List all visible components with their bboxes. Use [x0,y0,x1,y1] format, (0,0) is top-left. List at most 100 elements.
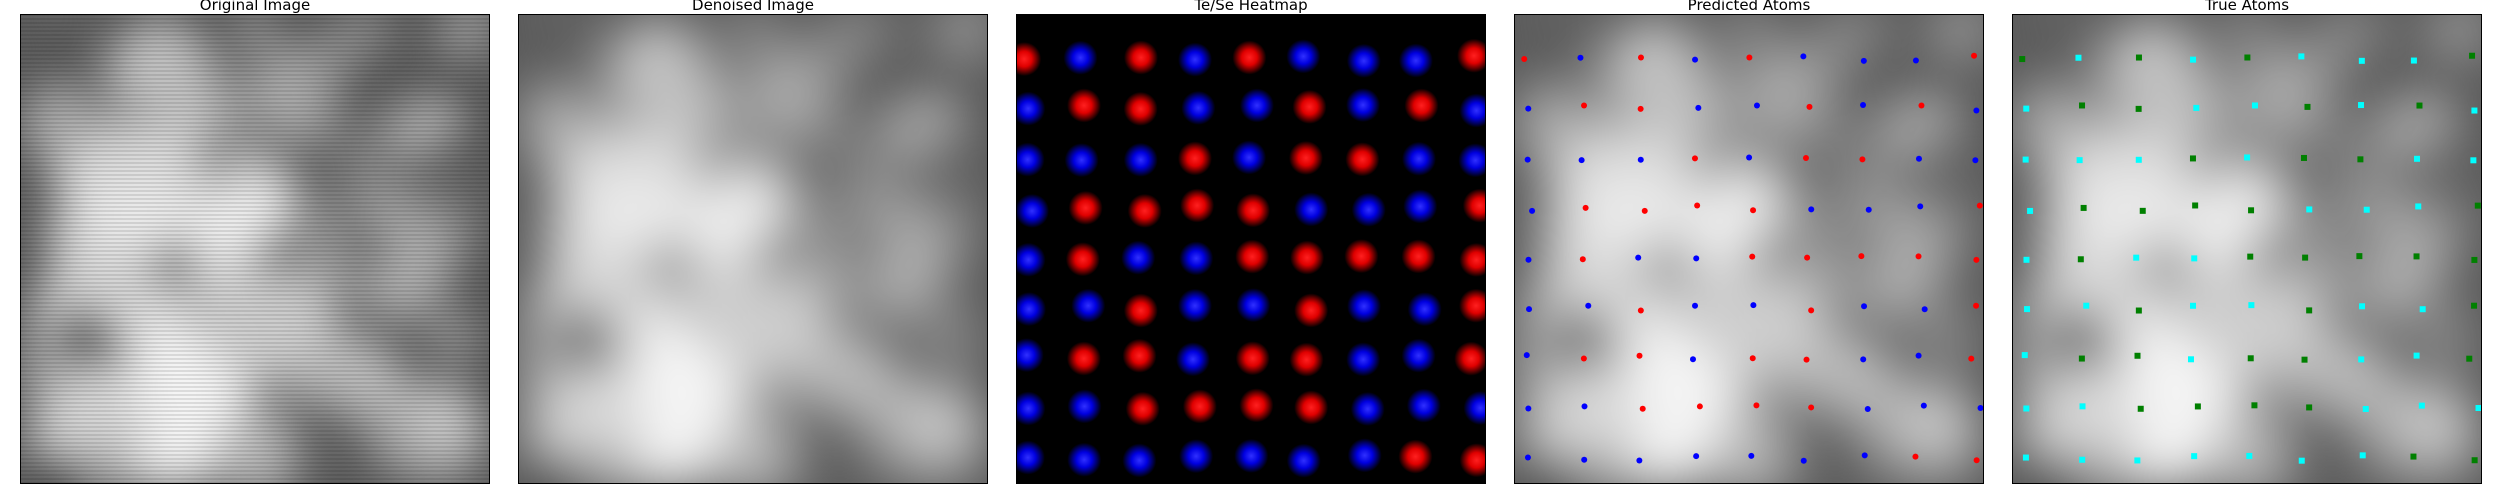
predicted-se-atom [1746,154,1753,161]
predicted-se-atom [1912,57,1919,64]
se-heat-spot [1236,288,1271,323]
predicted-se-atom [1525,256,1532,263]
true-te-atom [2471,457,2478,464]
te-heat-spot [1123,293,1158,328]
true-te-atom [2306,307,2313,314]
te-heat-spot [1454,341,1486,376]
true-te-atom [2019,56,2026,63]
panel-original: Original Image [20,0,490,484]
predicted-se-atom [1915,352,1922,359]
predicted-se-atom [1692,302,1699,309]
true-te-atom [2410,453,2417,460]
te-heat-spot [1290,240,1325,275]
se-heat-spot [1346,342,1381,377]
te-heat-spot [1122,338,1157,373]
predicted-te-atom [1968,355,1975,362]
predicted-se-atom [1524,156,1531,163]
predicted-se-atom [1636,457,1643,464]
true-te-atom [2135,54,2142,61]
predicted-se-atom [1977,405,1984,412]
predicted-se-atom [1860,57,1867,64]
predicted-te-atom [1637,105,1644,112]
predicted-se-atom [1529,207,1536,214]
true-se-atom [2251,102,2258,109]
se-heat-spot [1064,143,1099,178]
predicted-atoms [1514,14,1984,484]
true-se-atom [2022,156,2029,163]
predicted-te-atom [1749,355,1756,362]
predicted-se-atom [1695,104,1702,111]
predicted-te-atom [1804,254,1811,261]
te-heat-spot [1177,141,1212,176]
denoised-image [518,14,988,484]
true-se-atom [2363,206,2370,213]
se-heat-spot [1121,240,1156,275]
true-te-atom [2247,355,2254,362]
se-heat-spot [1175,342,1210,377]
se-heat-spot [1346,43,1381,78]
true-te-atom [2356,253,2363,260]
te-heat-spot [1182,389,1217,424]
predicted-te-atom [1803,356,1810,363]
true-se-atom [2246,452,2253,459]
te-heat-spot [1457,38,1486,73]
predicted-te-atom [1808,404,1815,411]
se-heat-spot [1016,193,1050,228]
se-heat-spot [1286,39,1321,74]
se-heat-spot [1459,93,1486,128]
predicted-se-atom [1864,405,1871,412]
predicted-te-atom [1636,352,1643,359]
se-heat-spot [1067,442,1102,477]
true-se-atom [2190,302,2197,309]
te-heat-spot [1288,140,1323,175]
predicted-se-atom [1800,53,1807,60]
predicted-se-atom [1748,452,1755,459]
predicted-se-atom [1693,255,1700,262]
predicted-se-atom [1753,102,1760,109]
predicted-se-atom [1693,453,1700,460]
se-heat-spot [1347,289,1382,324]
predicted-te-atom [1641,207,1648,214]
se-heat-spot [1016,142,1045,177]
panel-title: True Atoms [2204,0,2290,14]
true-te-atom [2304,103,2311,110]
panel-title: Predicted Atoms [1687,0,1811,14]
se-heat-spot [1181,90,1216,125]
se-heat-spot [1123,142,1158,177]
panel-heatmap: Te/Se Heatmap [1016,0,1486,484]
se-heat-spot [1403,189,1438,224]
true-te-atom [2300,154,2307,161]
se-heat-spot [1401,141,1436,176]
predicted-se-atom [1917,203,1924,210]
te-heat-spot [1235,341,1270,376]
true-se-atom [2193,104,2200,111]
te-se-heatmap [1016,14,1486,484]
se-heat-spot [1178,288,1213,323]
true-se-atom [2027,207,2034,214]
se-heat-spot [1401,338,1436,373]
panel-denoised: Denoised Image [518,0,988,484]
te-heat-spot [1398,439,1433,474]
predicted-te-atom [1750,207,1757,214]
true-te-atom [2080,204,2087,211]
predicted-te-atom [1580,355,1587,362]
se-heat-spot [1350,391,1385,426]
predicted-se-atom [1578,157,1585,164]
true-se-atom [2359,452,2366,459]
true-se-atom [2359,303,2366,310]
predicted-se-atom [1526,306,1533,313]
true-te-atom [2413,253,2420,260]
se-heat-spot [1407,292,1442,327]
predicted-se-atom [1800,457,1807,464]
predicted-se-atom [1972,157,1979,164]
true-te-atom [2194,403,2201,410]
true-se-atom [2083,302,2090,309]
se-heat-spot [1234,438,1269,473]
se-heat-spot [1398,43,1433,78]
true-se-atom [2362,405,2369,412]
panel-title: Denoised Image [692,0,814,14]
predicted-se-atom [1915,155,1922,162]
true-te-atom [2244,54,2251,61]
true-te-atom [2471,302,2478,309]
se-heat-spot [1063,40,1098,75]
